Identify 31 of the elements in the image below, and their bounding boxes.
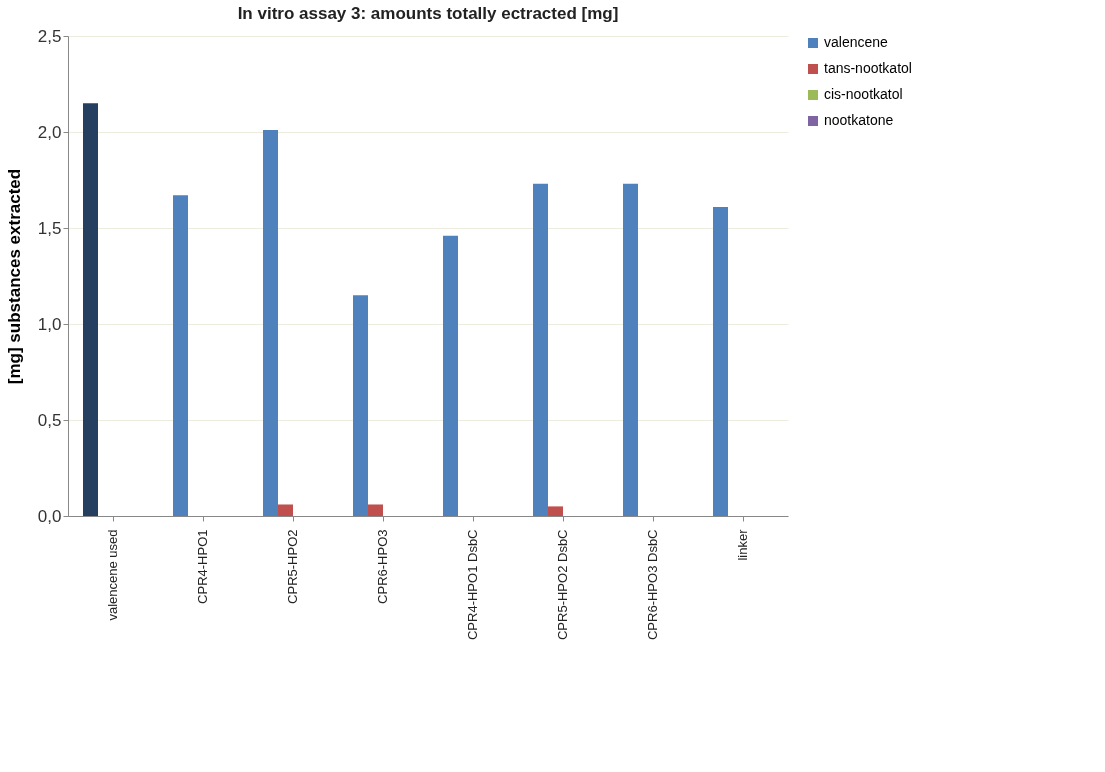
x-tick-label: CPR5-HPO2 (285, 529, 300, 604)
bar (623, 183, 638, 516)
bar (278, 504, 293, 516)
y-tick-label: 2,0 (37, 122, 62, 142)
x-tick-label: CPR6-HPO3 (375, 529, 390, 604)
y-axis-title: [mg] substances extracted (4, 168, 24, 385)
legend-label: nootkatone (824, 112, 894, 128)
y-tick-label: 1,5 (37, 218, 62, 238)
x-tick-label: CPR5-HPO2 DsbC (555, 529, 570, 641)
x-tick-label: CPR4-HPO1 (195, 529, 210, 604)
x-tick-label: CPR4-HPO1 DsbC (465, 529, 480, 641)
legend-label: tans-nootkatol (824, 60, 912, 76)
bar (533, 183, 548, 516)
bar (83, 103, 98, 516)
x-tick-label: valencene used (105, 529, 120, 621)
legend-label: cis-nootkatol (824, 86, 903, 102)
y-tick-label: 0,0 (37, 506, 62, 526)
bar (548, 506, 563, 516)
bar (713, 206, 728, 516)
x-tick-label: linker (735, 528, 750, 561)
y-tick-label: 2,5 (37, 26, 62, 46)
chart-title: In vitro assay 3: amounts totally ectracted [mg] (237, 4, 619, 23)
bar (263, 130, 278, 516)
bar (173, 195, 188, 516)
bar (368, 504, 383, 516)
legend-label: valencene (824, 34, 889, 50)
x-tick-label: CPR6-HPO3 DsbC (645, 529, 660, 641)
y-tick-label: 1,0 (37, 314, 62, 334)
y-tick-label: 0,5 (37, 410, 62, 430)
bar (353, 295, 368, 516)
bar (443, 235, 458, 516)
